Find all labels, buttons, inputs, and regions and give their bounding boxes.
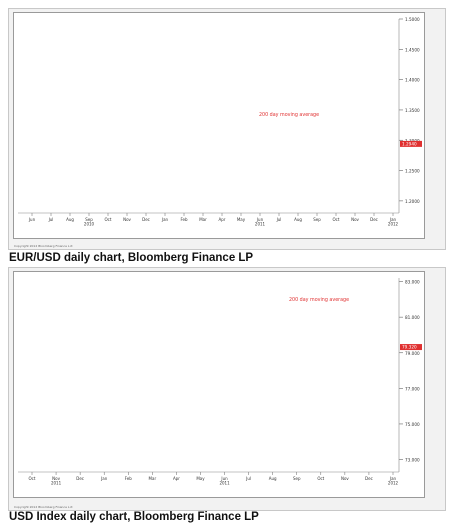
usdindex-xtick-label: Jan	[389, 476, 397, 481]
eurusd-ytick-label: 1.2000	[405, 199, 420, 204]
eurusd-xtick-label: Nov	[123, 217, 131, 222]
usdindex-ytick-label: 83.000	[405, 280, 420, 285]
usdindex-xtick-label: Mar	[149, 476, 157, 481]
eurusd-caption: EUR/USD daily chart, Bloomberg Finance L…	[9, 252, 254, 264]
eurusd-xtick-label: Aug	[66, 217, 74, 222]
eurusd-xtick-label: Jan	[161, 217, 169, 222]
usdindex-xtick-label: Oct	[317, 476, 324, 481]
eurusd-xtick-label: Jul	[276, 217, 282, 222]
usdindex-xtick-label: 2011	[219, 481, 230, 486]
eurusd-xtick-label: Aug	[294, 217, 302, 222]
usdindex-xtick-label: Apr	[173, 476, 180, 481]
usd-index-plot-area: 73.000 75.000 77.000 79.000 81.000 83.000 Oct N…	[13, 271, 425, 498]
usdindex-xtick-label: Jun	[220, 476, 228, 481]
usdindex-ytick-label: 75.000	[405, 422, 420, 427]
eurusd-xtick-label: Mar	[199, 217, 207, 222]
eurusd-xtick-label: Jun	[28, 217, 36, 222]
eurusd-credit: Copyright 2012 Bloomberg Finance L.P.	[14, 244, 73, 248]
eurusd-ytick-label: 1.3000	[405, 138, 420, 143]
eurusd-xtick-label: Nov	[351, 217, 359, 222]
usd-index-credit: Copyright 2012 Bloomberg Finance L.P.	[14, 505, 73, 509]
usdindex-last-value-tag	[400, 344, 422, 351]
usdindex-xtick-label: Sep	[293, 476, 301, 481]
eurusd-xtick-label: Jul	[48, 217, 54, 222]
usdindex-xtick-label: Nov	[52, 476, 60, 481]
eurusd-xtick-label: Apr	[219, 217, 226, 222]
eurusd-last-value-tag	[400, 140, 422, 147]
usdindex-xtick-label: May	[196, 476, 205, 481]
usd-index-chart-svg: 73.000 75.000 77.000 79.000 81.000 83.000 Oct N…	[18, 278, 422, 486]
usdindex-xtick-label: Jul	[245, 476, 251, 481]
usdindex-xtick-label: Dec	[76, 476, 84, 481]
eurusd-ytick-label: 1.4500	[405, 47, 420, 52]
eurusd-xtick-label: Jan	[389, 217, 397, 222]
usd-index-caption: USD Index daily chart, Bloomberg Finance…	[9, 511, 259, 523]
usdindex-xtick-label: Feb	[125, 476, 133, 481]
usdindex-xtick-label: Jan	[100, 476, 108, 481]
usdindex-ytick-label: 77.000	[405, 386, 420, 391]
usdindex-xtick-label: Dec	[365, 476, 373, 481]
usdindex-xtick-label: Nov	[341, 476, 349, 481]
usdindex-xtick-label: 2011	[51, 481, 62, 486]
eurusd-xtick-label: 2011	[255, 222, 266, 227]
eurusd-plot-area: 1.2000 1.2500 1.3000 1.3500 1.4000 1.4500 1.50…	[13, 12, 425, 239]
eurusd-ytick-label: 1.2500	[405, 169, 420, 174]
usdindex-ma-label: 200 day moving average	[289, 297, 349, 303]
eurusd-chart-svg: 1.2000 1.2500 1.3000 1.3500 1.4000 1.4500 1.50…	[18, 17, 422, 227]
eurusd-xtick-label: Feb	[180, 217, 188, 222]
eurusd-xtick-label: Sep	[313, 217, 321, 222]
usdindex-ytick-label: 79.000	[405, 351, 420, 356]
eurusd-ytick-label: 1.4000	[405, 78, 420, 83]
eurusd-xtick-label: 2010	[84, 222, 95, 227]
eurusd-ytick-label: 1.3500	[405, 108, 420, 113]
eurusd-xtick-label: Dec	[370, 217, 378, 222]
eurusd-xtick-label: Sep	[85, 217, 93, 222]
usdindex-ytick-label: 73.000	[405, 458, 420, 463]
eurusd-last-value-label: 1.2940	[402, 141, 417, 146]
usdindex-xtick-label: Oct	[29, 476, 36, 481]
eurusd-ytick-label: 1.5000	[405, 17, 420, 22]
usdindex-xtick-label: 2012	[388, 481, 399, 486]
eurusd-ma-label: 200 day moving average	[259, 112, 319, 118]
eurusd-chart-panel: 1.2000 1.2500 1.3000 1.3500 1.4000 1.4500 1.50…	[8, 8, 446, 250]
eurusd-xtick-label: Dec	[142, 217, 150, 222]
usd-index-chart-panel: 73.000 75.000 77.000 79.000 81.000 83.000 Oct N…	[8, 267, 446, 511]
usdindex-last-value-label: 79.320	[402, 345, 417, 350]
eurusd-xtick-label: May	[237, 217, 246, 222]
eurusd-xtick-label: 2012	[388, 222, 399, 227]
eurusd-xtick-label: Oct	[333, 217, 340, 222]
usdindex-xtick-label: Aug	[269, 476, 277, 481]
eurusd-xtick-label: Jun	[256, 217, 264, 222]
eurusd-xtick-label: Oct	[105, 217, 112, 222]
usdindex-ytick-label: 81.000	[405, 315, 420, 320]
